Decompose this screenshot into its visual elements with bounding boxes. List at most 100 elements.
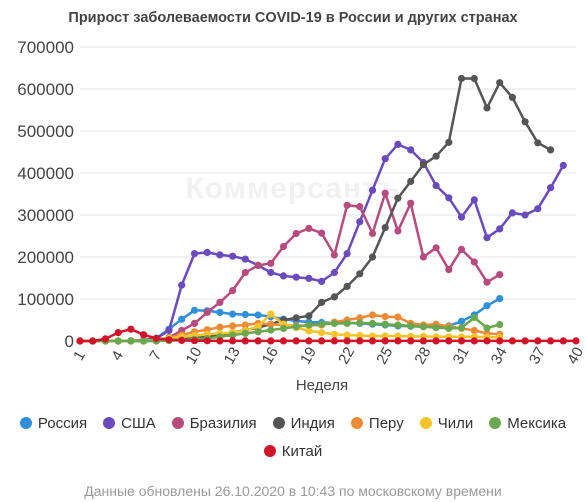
- x-tick-label: 40: [564, 344, 586, 367]
- data-point: [267, 320, 275, 328]
- data-point: [356, 331, 364, 340]
- data-point: [114, 337, 122, 345]
- data-point: [445, 138, 453, 146]
- data-point: [457, 213, 466, 221]
- data-point: [190, 250, 199, 258]
- data-point: [470, 74, 478, 83]
- data-point: [229, 337, 237, 345]
- legend-marker-icon: [263, 445, 276, 457]
- watermark-logo: Коммерсантъ: [185, 172, 401, 205]
- data-point: [318, 298, 326, 306]
- x-tick-label: 1: [70, 348, 89, 364]
- legend-marker-icon: [103, 417, 116, 429]
- data-point: [318, 277, 326, 285]
- data-point: [470, 326, 478, 335]
- data-point: [305, 327, 313, 335]
- data-point: [292, 229, 300, 238]
- data-point: [343, 331, 351, 339]
- data-point: [381, 155, 389, 163]
- legend-item[interactable]: Китай: [263, 438, 322, 466]
- legend-label: США: [121, 415, 156, 432]
- data-point: [445, 337, 453, 345]
- data-point: [254, 328, 262, 336]
- data-point: [229, 322, 237, 330]
- data-point: [190, 306, 199, 314]
- data-point: [457, 317, 466, 325]
- legend-marker-icon: [171, 417, 184, 429]
- data-point: [419, 253, 427, 261]
- data-point: [165, 336, 173, 344]
- legend-item[interactable]: США: [103, 410, 156, 438]
- data-point: [445, 194, 453, 202]
- data-point: [419, 337, 427, 345]
- data-point: [407, 146, 415, 154]
- data-point: [432, 324, 440, 332]
- data-point: [445, 324, 453, 332]
- data-point: [368, 319, 377, 327]
- legend-item[interactable]: Чили: [419, 410, 473, 438]
- data-point: [178, 336, 186, 344]
- data-point: [241, 255, 249, 263]
- series-line-7: [80, 327, 576, 343]
- data-point: [483, 302, 491, 310]
- data-point: [547, 146, 555, 154]
- data-point: [419, 161, 427, 169]
- y-tick-label: 700000: [17, 38, 74, 57]
- legend-item[interactable]: Перу: [350, 410, 404, 438]
- data-point: [241, 310, 249, 319]
- legend-item[interactable]: Бразилия: [171, 410, 257, 438]
- data-point: [305, 337, 313, 345]
- update-note: Данные обновлены 26.10.2020 в 10:43 по м…: [84, 483, 502, 499]
- x-tick-label: 19: [297, 344, 320, 367]
- data-point: [483, 324, 491, 332]
- data-point: [356, 319, 364, 327]
- data-point: [127, 337, 135, 345]
- legend-item[interactable]: Мексика: [489, 410, 566, 438]
- y-tick-label: 400000: [17, 164, 74, 183]
- x-tick-label: 25: [373, 344, 396, 367]
- legend-label: Бразилия: [189, 415, 257, 432]
- data-point: [305, 274, 313, 282]
- data-point: [394, 194, 402, 202]
- y-tick-label: 300000: [17, 206, 74, 225]
- data-point: [254, 311, 262, 319]
- data-point: [279, 242, 288, 251]
- legend-marker-icon: [272, 417, 285, 429]
- data-point: [407, 337, 415, 345]
- data-point: [496, 79, 504, 87]
- legend-item[interactable]: Россия: [19, 410, 87, 438]
- data-point: [216, 337, 224, 345]
- data-point: [534, 139, 542, 147]
- data-point: [496, 337, 504, 345]
- y-tick-label: 100000: [17, 290, 74, 309]
- series-line-6: [80, 316, 501, 343]
- data-point: [190, 337, 199, 345]
- x-tick-label: 37: [526, 344, 549, 367]
- data-point: [216, 323, 224, 331]
- data-point: [534, 205, 542, 213]
- data-point: [178, 315, 186, 323]
- data-point: [203, 337, 211, 345]
- data-point: [470, 337, 478, 345]
- data-point: [407, 322, 415, 330]
- data-point: [547, 337, 555, 345]
- data-point: [267, 337, 275, 345]
- data-point: [101, 335, 109, 343]
- data-point: [254, 261, 262, 269]
- x-tick-label: 31: [450, 344, 473, 367]
- data-point: [368, 311, 377, 319]
- data-point: [330, 337, 338, 345]
- data-point: [305, 312, 313, 320]
- x-tick-label: 10: [182, 344, 205, 367]
- data-point: [368, 253, 377, 261]
- legend-label: Индия: [290, 415, 335, 432]
- data-point: [432, 182, 440, 190]
- data-point: [178, 281, 186, 289]
- data-point: [356, 270, 364, 278]
- data-point: [330, 330, 338, 338]
- data-point: [381, 320, 389, 328]
- x-tick-label: 28: [411, 344, 434, 367]
- data-point: [140, 337, 148, 345]
- data-point: [547, 184, 555, 192]
- legend-item[interactable]: Индия: [272, 410, 335, 438]
